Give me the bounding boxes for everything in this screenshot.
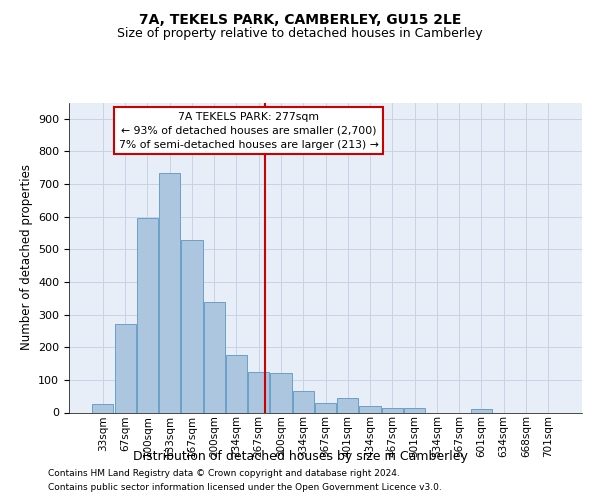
Bar [226,356,247,412]
Bar [92,404,113,412]
Bar [404,408,425,412]
Bar [315,402,336,412]
Bar [471,409,492,412]
Bar [248,372,269,412]
Bar [337,398,358,412]
Bar [382,408,403,412]
Text: 7A TEKELS PARK: 277sqm
← 93% of detached houses are smaller (2,700)
7% of semi-d: 7A TEKELS PARK: 277sqm ← 93% of detached… [119,112,379,150]
Text: Contains HM Land Registry data © Crown copyright and database right 2024.: Contains HM Land Registry data © Crown c… [48,468,400,477]
Y-axis label: Number of detached properties: Number of detached properties [20,164,32,350]
Bar [293,392,314,412]
Text: Contains public sector information licensed under the Open Government Licence v3: Contains public sector information licen… [48,484,442,492]
Bar [115,324,136,412]
Bar [271,374,292,412]
Bar [203,302,225,412]
Bar [159,172,180,412]
Text: 7A, TEKELS PARK, CAMBERLEY, GU15 2LE: 7A, TEKELS PARK, CAMBERLEY, GU15 2LE [139,12,461,26]
Bar [181,240,203,412]
Text: Size of property relative to detached houses in Camberley: Size of property relative to detached ho… [117,28,483,40]
Text: Distribution of detached houses by size in Camberley: Distribution of detached houses by size … [133,450,467,463]
Bar [359,406,380,412]
Bar [137,218,158,412]
